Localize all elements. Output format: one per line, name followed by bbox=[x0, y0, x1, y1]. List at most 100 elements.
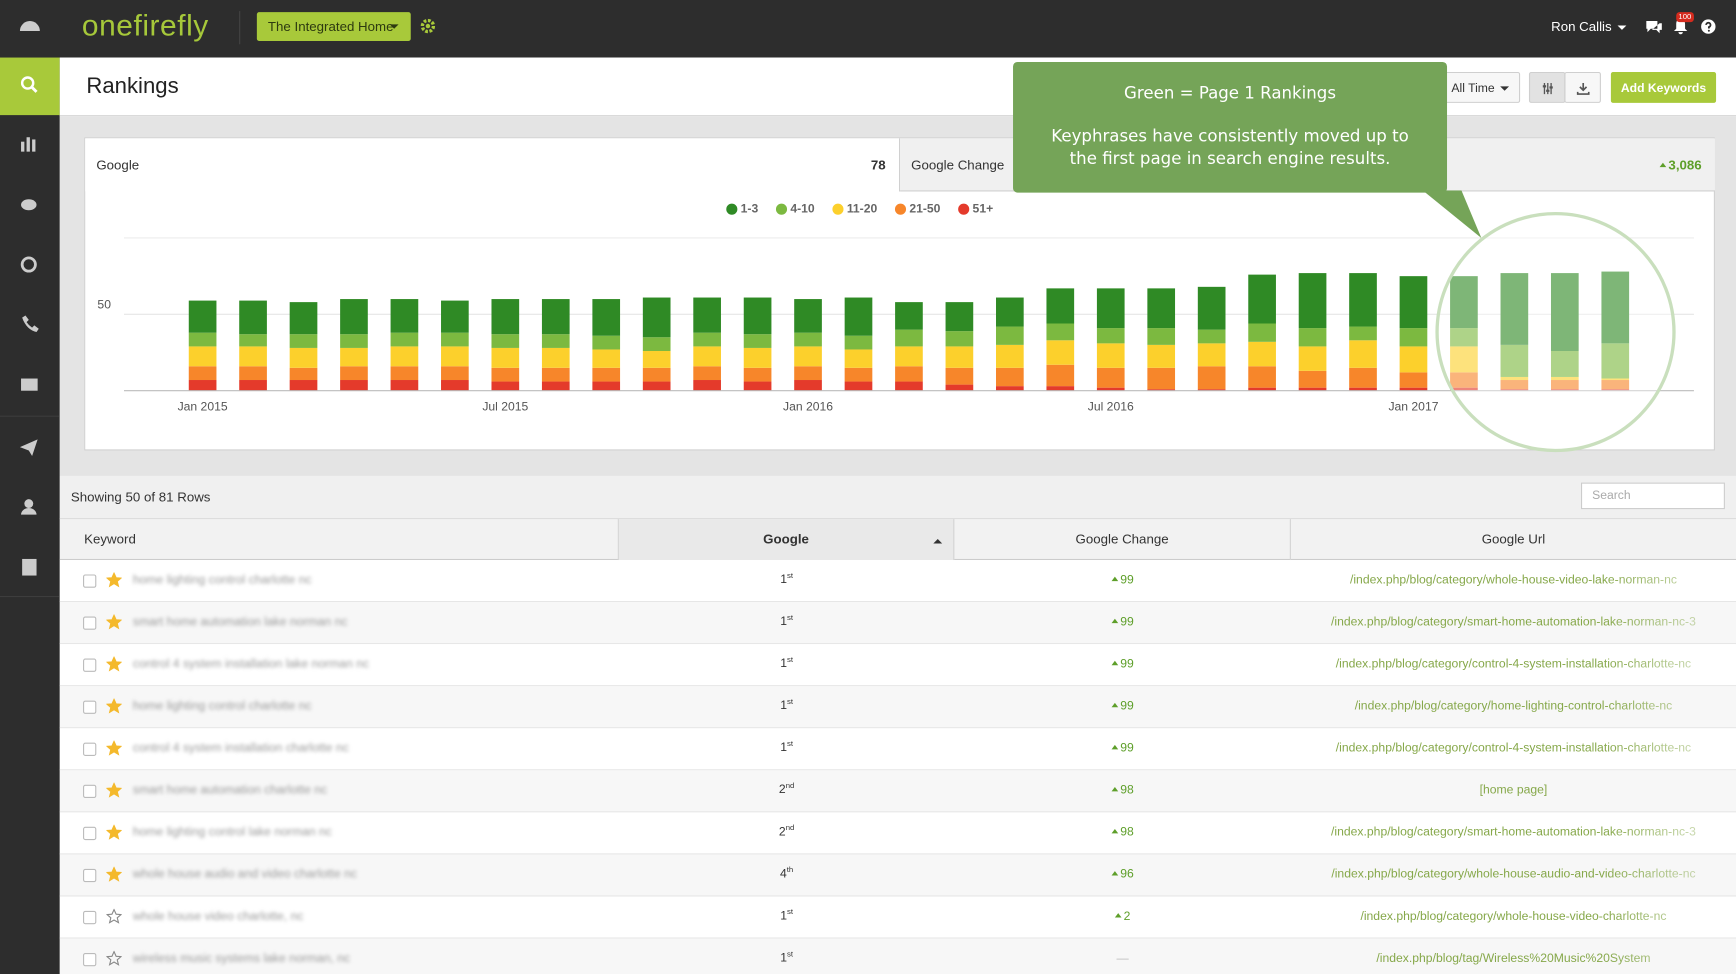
bar-segment bbox=[1400, 372, 1428, 387]
mail-icon[interactable] bbox=[21, 379, 38, 391]
keyword: home lighting control charlotte nc bbox=[133, 573, 312, 586]
bar-segment bbox=[845, 368, 873, 382]
active-item[interactable] bbox=[0, 58, 60, 116]
legend-item[interactable]: 21-50 bbox=[895, 201, 941, 215]
legend-item[interactable]: 51+ bbox=[958, 201, 993, 215]
google-url[interactable]: /index.php/blog/category/home-lighting-c… bbox=[1291, 700, 1736, 713]
google-change: 96 bbox=[954, 868, 1291, 881]
google-url[interactable]: /index.php/blog/category/whole-house-vid… bbox=[1291, 910, 1736, 923]
row-checkbox[interactable] bbox=[83, 701, 96, 714]
star-toggle[interactable] bbox=[106, 740, 121, 755]
dashboard-icon[interactable] bbox=[20, 21, 40, 31]
download-button[interactable] bbox=[1564, 72, 1601, 103]
google-change: 2 bbox=[954, 910, 1291, 923]
search-input[interactable]: Search bbox=[1581, 483, 1725, 510]
google-url[interactable]: /index.php/blog/tag/Wireless%20Music%20S… bbox=[1291, 952, 1736, 965]
table-row[interactable]: wireless music systems lake norman, nc1s… bbox=[60, 939, 1736, 974]
table-row[interactable]: whole house video charlotte, nc1st2/inde… bbox=[60, 897, 1736, 939]
bar-segment bbox=[1097, 343, 1125, 367]
star-toggle[interactable] bbox=[106, 909, 121, 924]
google-url[interactable]: /index.php/blog/category/whole-house-vid… bbox=[1291, 573, 1736, 586]
google-rank: 1st bbox=[619, 909, 954, 923]
column-header[interactable]: Google Change bbox=[954, 519, 1291, 560]
bar-segment bbox=[391, 380, 419, 391]
bar-segment bbox=[441, 333, 469, 347]
row-checkbox[interactable] bbox=[83, 659, 96, 672]
table-row[interactable]: control 4 system installation lake norma… bbox=[60, 644, 1736, 686]
user-menu[interactable]: Ron Callis bbox=[1551, 19, 1626, 34]
table-row[interactable]: home lighting control charlotte nc1st99/… bbox=[60, 686, 1736, 728]
reports-icon[interactable] bbox=[21, 137, 35, 151]
google-url[interactable]: /index.php/blog/category/smart-home-auto… bbox=[1291, 615, 1736, 628]
bar-segment bbox=[744, 382, 772, 391]
bar-segment bbox=[794, 366, 822, 380]
row-checkbox[interactable] bbox=[83, 869, 96, 882]
bar-segment bbox=[845, 349, 873, 367]
star-toggle[interactable] bbox=[106, 698, 121, 713]
star-toggle[interactable] bbox=[106, 656, 121, 671]
bar-segment bbox=[1147, 345, 1175, 368]
star-toggle[interactable] bbox=[106, 783, 121, 798]
logo[interactable]: onefirefly bbox=[82, 9, 209, 43]
bar-segment bbox=[340, 366, 368, 380]
table-header: Keyword Google Google Change Google Url bbox=[60, 518, 1736, 560]
star-toggle[interactable] bbox=[106, 951, 121, 966]
mentions-icon[interactable] bbox=[22, 258, 35, 271]
bar-segment bbox=[1400, 328, 1428, 346]
bar-segment bbox=[643, 382, 671, 391]
bar-segment bbox=[1349, 327, 1377, 341]
star-toggle[interactable] bbox=[106, 572, 121, 587]
legend-item[interactable]: 11-20 bbox=[832, 201, 877, 215]
google-rank: 4th bbox=[619, 867, 954, 881]
star-toggle[interactable] bbox=[106, 825, 121, 840]
star-icon bbox=[107, 699, 121, 712]
google-url[interactable]: /index.php/blog/category/control-4-syste… bbox=[1291, 742, 1736, 755]
row-checkbox[interactable] bbox=[83, 785, 96, 798]
star-toggle[interactable] bbox=[106, 614, 121, 629]
table-row[interactable]: whole house audio and video charlotte nc… bbox=[60, 854, 1736, 896]
calls-icon[interactable] bbox=[22, 315, 39, 332]
table-row[interactable]: smart home automation lake norman nc1st9… bbox=[60, 602, 1736, 644]
row-checkbox[interactable] bbox=[83, 911, 96, 924]
star-toggle[interactable] bbox=[106, 867, 121, 882]
user-icon[interactable] bbox=[21, 499, 36, 514]
settings-icon[interactable] bbox=[420, 18, 437, 35]
rank-number: 1 bbox=[780, 699, 787, 712]
notification-badge: 100 bbox=[1676, 12, 1693, 22]
google-change: 98 bbox=[954, 826, 1291, 839]
row-checkbox[interactable] bbox=[83, 574, 96, 587]
add-keywords-button[interactable]: Add Keywords bbox=[1611, 72, 1716, 103]
range-selector[interactable]: All Time bbox=[1440, 72, 1520, 103]
filter-button[interactable] bbox=[1529, 72, 1566, 103]
rank-number: 1 bbox=[780, 615, 787, 628]
row-checkbox[interactable] bbox=[83, 743, 96, 756]
legend-item[interactable]: 1-3 bbox=[726, 201, 758, 215]
bar-segment bbox=[1299, 346, 1327, 370]
column-header[interactable]: Google Url bbox=[1291, 519, 1736, 560]
row-checkbox[interactable] bbox=[83, 953, 96, 966]
row-checkbox[interactable] bbox=[83, 827, 96, 840]
google-url[interactable]: /index.php/blog/category/smart-home-auto… bbox=[1291, 826, 1736, 839]
chat-icon[interactable] bbox=[21, 199, 36, 210]
table-row[interactable]: home lighting control lake norman nc2nd9… bbox=[60, 812, 1736, 854]
messages-icon[interactable] bbox=[1645, 19, 1663, 34]
google-url[interactable]: /index.php/blog/category/whole-house-aud… bbox=[1291, 868, 1736, 881]
table-row[interactable]: home lighting control charlotte nc1st99/… bbox=[60, 560, 1736, 602]
tasks-icon[interactable] bbox=[22, 559, 36, 576]
bar-segment bbox=[996, 345, 1024, 368]
legend-item[interactable]: 4-10 bbox=[776, 201, 815, 215]
help-icon[interactable] bbox=[1701, 19, 1717, 34]
tab[interactable]: Google78 bbox=[85, 138, 900, 191]
bar-segment bbox=[592, 299, 620, 336]
google-url[interactable]: /index.php/blog/category/control-4-syste… bbox=[1291, 657, 1736, 670]
site-selector[interactable]: The Integrated Home bbox=[257, 12, 411, 41]
column-header[interactable]: Keyword bbox=[60, 519, 619, 560]
google-url[interactable]: [home page] bbox=[1291, 784, 1736, 797]
send-icon[interactable] bbox=[20, 439, 38, 456]
column-header[interactable]: Google bbox=[619, 519, 954, 560]
table-row[interactable]: smart home automation charlotte nc2nd98[… bbox=[60, 770, 1736, 812]
google-rank: 1st bbox=[619, 572, 954, 586]
row-checkbox[interactable] bbox=[83, 616, 96, 629]
table-row[interactable]: control 4 system installation charlotte … bbox=[60, 728, 1736, 770]
